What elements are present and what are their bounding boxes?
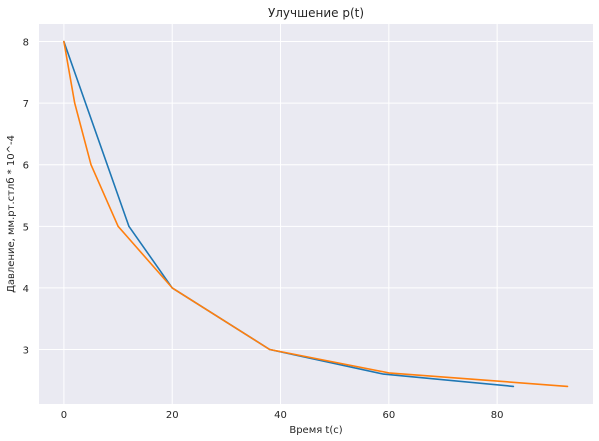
- x-tick-label: 0: [61, 410, 67, 421]
- series-group: [63, 40, 569, 388]
- x-tick-label: 60: [382, 410, 395, 421]
- x-tick-label: 40: [274, 410, 287, 421]
- y-tick-label: 5: [23, 222, 29, 233]
- series-line-2: [63, 40, 569, 388]
- y-tick-label: 4: [23, 284, 29, 295]
- x-tick-labels: 0 20 40 60 80: [61, 410, 504, 421]
- y-tick-label: 7: [23, 99, 29, 110]
- x-tick-label: 20: [166, 410, 179, 421]
- x-tick-label: 80: [491, 410, 504, 421]
- grid: [39, 24, 593, 404]
- plot-area: [39, 24, 593, 404]
- y-tick-label: 6: [23, 161, 29, 172]
- chart-title: Улучшение p(t): [268, 6, 364, 20]
- y-tick-label: 8: [23, 38, 29, 49]
- y-tick-labels: 3 4 5 6 7 8: [23, 38, 29, 357]
- y-tick-label: 3: [23, 345, 29, 356]
- x-axis-label: Время t(c): [289, 425, 342, 436]
- y-axis-label: Давление, мм.рт.стлб * 10^-4: [6, 135, 17, 293]
